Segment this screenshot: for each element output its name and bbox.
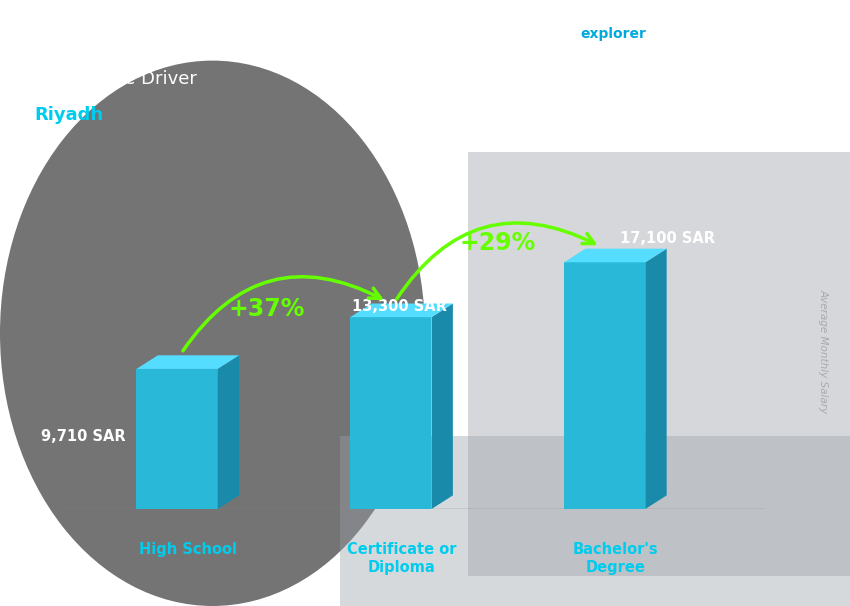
Text: 9,710 SAR: 9,710 SAR — [41, 428, 126, 444]
Text: Salary Comparison By Education: Salary Comparison By Education — [34, 27, 517, 53]
Text: +29%: +29% — [460, 231, 536, 255]
Polygon shape — [137, 355, 239, 369]
Polygon shape — [432, 304, 453, 509]
Ellipse shape — [0, 61, 425, 606]
Text: 17,100 SAR: 17,100 SAR — [620, 231, 715, 246]
Text: Riyadh: Riyadh — [34, 106, 103, 124]
Bar — [468, 152, 850, 576]
Bar — [340, 436, 850, 606]
Polygon shape — [137, 369, 218, 509]
Text: اللّٰه: اللّٰه — [698, 48, 743, 61]
Text: Ambulance Driver: Ambulance Driver — [34, 70, 197, 88]
Text: +37%: +37% — [229, 297, 305, 321]
Text: 13,300 SAR: 13,300 SAR — [353, 299, 447, 315]
Text: .com: .com — [642, 27, 679, 41]
Text: ⚔: ⚔ — [716, 60, 725, 70]
Text: salary: salary — [531, 27, 579, 41]
Polygon shape — [645, 248, 666, 509]
Text: Certificate or
Diploma: Certificate or Diploma — [347, 542, 456, 574]
Text: Bachelor's
Degree: Bachelor's Degree — [573, 542, 658, 574]
Text: High School: High School — [139, 542, 237, 558]
Polygon shape — [350, 304, 453, 317]
Polygon shape — [564, 248, 666, 262]
Text: explorer: explorer — [581, 27, 647, 41]
Text: Average Monthly Salary: Average Monthly Salary — [819, 290, 829, 413]
Polygon shape — [564, 262, 645, 509]
Polygon shape — [218, 355, 239, 509]
Polygon shape — [350, 317, 432, 509]
